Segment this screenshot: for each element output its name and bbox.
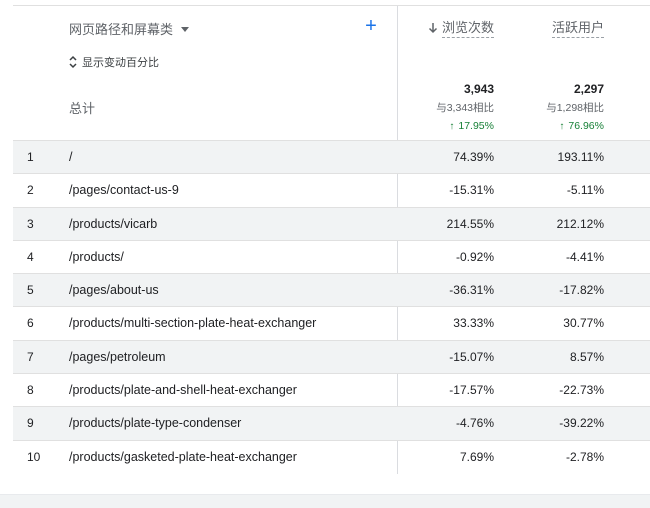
users-change: -2.78% <box>565 449 604 464</box>
table-row: 9 /products/plate-type-condenser -4.76% … <box>13 406 650 440</box>
users-change: 212.12% <box>556 216 604 231</box>
metric-label-active-users: 活跃用户 <box>551 17 604 38</box>
views-change: -4.76% <box>455 416 494 431</box>
users-change: 8.57% <box>569 349 604 364</box>
page-path-link[interactable]: /products/vicarb <box>69 216 158 231</box>
page-path-link[interactable]: /pages/about-us <box>69 283 159 298</box>
row-index: 5 <box>27 283 34 298</box>
users-change: -39.22% <box>559 416 604 431</box>
users-change: 193.11% <box>557 150 604 164</box>
table-row: 8 /products/plate-and-shell-heat-exchang… <box>13 373 650 406</box>
total-change: ↑ 76.96% <box>518 120 604 133</box>
page-path-link[interactable]: /products/multi-section-plate-heat-excha… <box>69 316 317 331</box>
views-change: -0.92% <box>455 249 494 264</box>
page-path-link[interactable]: /products/ <box>69 249 124 264</box>
metric-label-views: 浏览次数 <box>441 17 494 38</box>
toggle-label: 显示变动百分比 <box>82 57 159 69</box>
users-change: -22.73% <box>559 383 604 398</box>
page-path-link[interactable]: /products/plate-type-condenser <box>69 416 242 431</box>
total-comparison: 与3,343相比 <box>436 102 494 114</box>
total-value: 3,943 <box>463 82 494 96</box>
arrow-up-icon: ↑ <box>449 121 455 132</box>
table-row: 3 /products/vicarb 214.55% 212.12% <box>13 206 650 240</box>
users-change: 30.77% <box>563 316 604 331</box>
dropdown-caret-icon <box>181 27 190 32</box>
views-change: -15.07% <box>449 349 494 364</box>
row-index: 9 <box>27 416 34 431</box>
total-comparison: 与1,298相比 <box>546 102 604 114</box>
show-percent-change-toggle[interactable]: 显示变动百分比 <box>69 54 159 70</box>
dimension-selector[interactable]: 网页路径和屏幕类 <box>69 19 190 38</box>
total-label: 总计 <box>69 101 96 116</box>
users-change: -4.41% <box>565 249 604 264</box>
dimension-label: 网页路径和屏幕类 <box>69 22 174 37</box>
row-index: 7 <box>27 349 34 364</box>
row-index: 8 <box>27 383 34 398</box>
row-index: 4 <box>27 249 34 264</box>
views-change: -17.57% <box>449 383 494 398</box>
table-row: 10 /products/gasketed-plate-heat-exchang… <box>13 439 650 473</box>
views-change: -15.31% <box>449 183 494 198</box>
page-path-link[interactable]: /pages/contact-us-9 <box>69 183 179 198</box>
row-index: 10 <box>27 449 41 464</box>
total-views: 3,943 与3,343相比 ↑ 17.95% <box>408 82 494 133</box>
views-change: 74.39% <box>453 150 494 164</box>
report-table: 网页路径和屏幕类 + 显示变动百分比 总计 浏览次数 活跃用户 3,943 与3… <box>13 5 650 476</box>
row-index: 3 <box>27 216 34 231</box>
row-index: 6 <box>27 316 34 331</box>
views-change: 214.55% <box>446 216 494 231</box>
page-path-link[interactable]: / <box>69 150 73 164</box>
page-path-link[interactable]: /products/gasketed-plate-heat-exchanger <box>69 449 297 464</box>
table-row: 6 /products/multi-section-plate-heat-exc… <box>13 306 650 339</box>
row-index: 2 <box>27 183 34 198</box>
views-change: 33.33% <box>453 316 494 331</box>
table-row: 4 /products/ -0.92% -4.41% <box>13 239 650 273</box>
total-change-value: 17.95% <box>458 120 494 132</box>
users-change: -5.11% <box>566 183 604 198</box>
total-active-users: 2,297 与1,298相比 ↑ 76.96% <box>518 82 604 133</box>
total-value: 2,297 <box>573 82 604 96</box>
expand-collapse-icon <box>69 55 77 69</box>
page-path-link[interactable]: /products/plate-and-shell-heat-exchanger <box>69 383 297 398</box>
table-row: 1 / 74.39% 193.11% <box>13 140 650 174</box>
table-row: 7 /pages/petroleum -15.07% 8.57% <box>13 339 650 374</box>
metric-header-views[interactable]: 浏览次数 <box>418 17 494 38</box>
total-change: ↑ 17.95% <box>408 120 494 133</box>
table-row: 5 /pages/about-us -36.31% -17.82% <box>13 273 650 307</box>
views-change: -36.31% <box>449 283 494 298</box>
page-path-link[interactable]: /pages/petroleum <box>69 349 166 364</box>
total-change-value: 76.96% <box>568 120 604 132</box>
plus-icon[interactable]: + <box>365 15 377 37</box>
views-change: 7.69% <box>459 449 494 464</box>
metric-header-active-users[interactable]: 活跃用户 <box>533 17 604 38</box>
table-body: 1 / 74.39% 193.11% 2 /pages/contact-us-9… <box>13 140 650 473</box>
arrow-up-icon: ↑ <box>559 121 565 132</box>
users-change: -17.82% <box>559 283 604 298</box>
table-row: 2 /pages/contact-us-9 -15.31% -5.11% <box>13 173 650 206</box>
arrow-down-icon <box>428 22 438 33</box>
footer-band <box>0 494 650 508</box>
row-index: 1 <box>27 150 34 164</box>
